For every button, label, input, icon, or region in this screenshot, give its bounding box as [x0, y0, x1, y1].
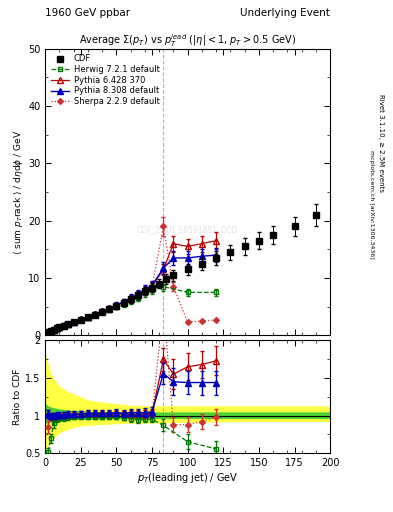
Y-axis label: Ratio to CDF: Ratio to CDF — [13, 369, 22, 425]
Text: CDF_2010_S8591881_OCD: CDF_2010_S8591881_OCD — [137, 225, 239, 234]
Text: 1960 GeV ppbar: 1960 GeV ppbar — [45, 8, 130, 18]
Text: Underlying Event: Underlying Event — [240, 8, 330, 18]
Y-axis label: $\langle$ sum $p_T$rack $\rangle$ / d$\eta$d$\phi$ / GeV: $\langle$ sum $p_T$rack $\rangle$ / d$\e… — [12, 130, 25, 254]
Text: Rivet 3.1.10, ≥ 2.5M events: Rivet 3.1.10, ≥ 2.5M events — [378, 94, 384, 193]
Title: Average $\Sigma(p_T)$ vs $p_T^{lead}$ ($|\eta| < 1$, $p_T > 0.5$ GeV): Average $\Sigma(p_T)$ vs $p_T^{lead}$ ($… — [79, 32, 296, 49]
Legend: CDF, Herwig 7.2.1 default, Pythia 6.428 370, Pythia 8.308 default, Sherpa 2.2.9 : CDF, Herwig 7.2.1 default, Pythia 6.428 … — [50, 53, 161, 108]
Text: mcplots.cern.ch [arXiv:1306.3436]: mcplots.cern.ch [arXiv:1306.3436] — [369, 151, 374, 259]
X-axis label: $p_T$(leading jet) / GeV: $p_T$(leading jet) / GeV — [137, 471, 239, 485]
